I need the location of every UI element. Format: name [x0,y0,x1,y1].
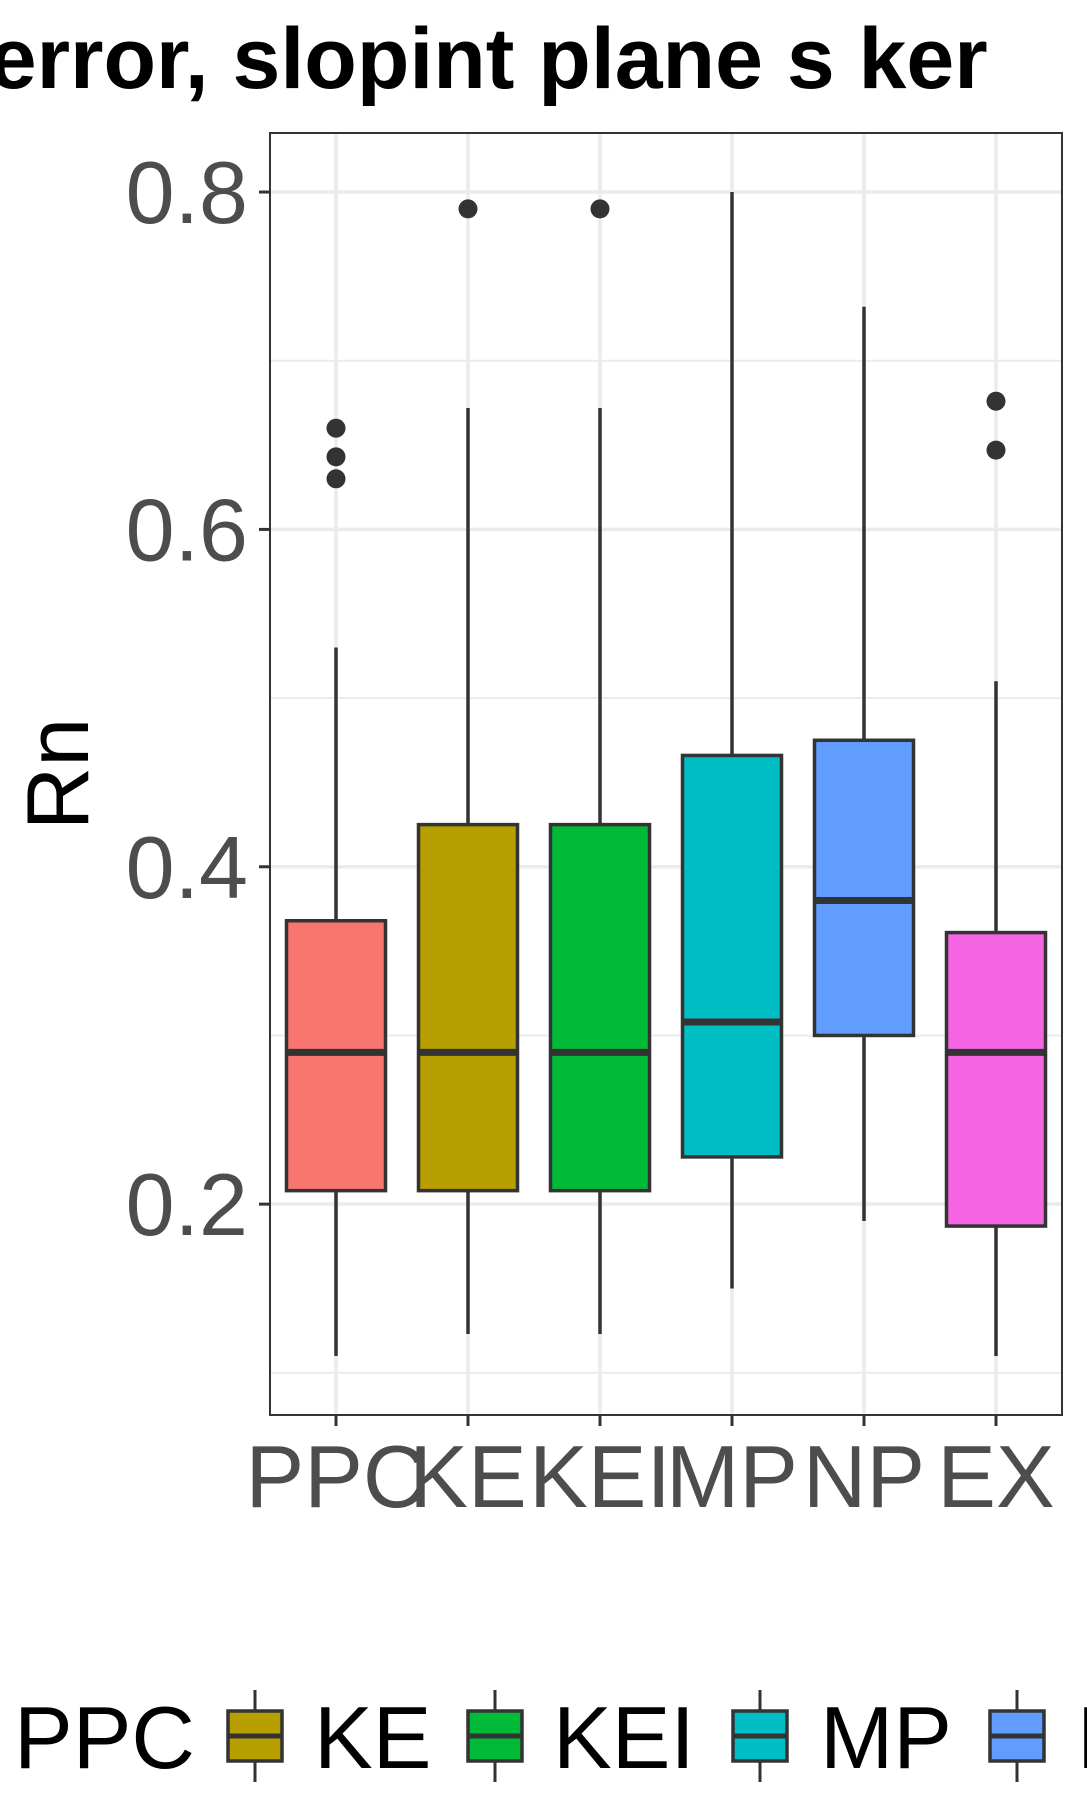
outlier-point [986,440,1006,460]
iqr-box [680,753,784,1159]
legend-label: PPC [14,1688,195,1787]
legend-label: KE [314,1688,431,1787]
y-tick-label: 0.4 [126,818,248,917]
legend-item-np: NP [988,1688,1087,1787]
iqr-box [416,822,520,1193]
box-ppc [284,418,388,1356]
legend-item-mp: MP [731,1688,952,1787]
x-tick-label: EX [937,1427,1054,1526]
legend-key [988,1690,1046,1782]
y-axis: 0.2 0.4 0.6 0.8 [126,143,270,1254]
legend-key [226,1690,284,1782]
legend-label: MP [820,1688,952,1787]
outlier-point [326,447,346,467]
x-tick-label: MP [666,1427,798,1526]
outlier-point [458,199,478,219]
y-tick-label: 0.2 [126,1155,248,1254]
legend-key [466,1690,524,1782]
legend-item-ke: KE [226,1688,431,1787]
legend-label: NP [1077,1688,1087,1787]
y-axis-label: Rn [8,718,107,831]
x-tick-label: PPC [246,1427,427,1526]
outlier-point [986,391,1006,411]
legend-item-ppc: PPC [14,1688,195,1787]
box-mp [680,192,784,1289]
box-series [284,192,1048,1356]
plot-panel-border [269,132,1063,1416]
outlier-point [590,199,610,219]
x-tick-label: NP [803,1427,925,1526]
legend: PPC KE KEI MP NP [14,1688,1087,1787]
box-kei [548,199,652,1335]
outlier-point [326,418,346,438]
legend-label: KEI [553,1688,695,1787]
box-ke [416,199,520,1335]
chart-title: n error, slopint plane s ker [0,11,988,107]
iqr-box [548,822,652,1193]
box-ex [944,391,1048,1356]
iqr-box [812,738,916,1038]
x-tick-label: KEI [529,1427,671,1526]
y-tick-label: 0.8 [126,143,248,242]
iqr-box [944,930,1048,1228]
legend-key [731,1690,789,1782]
legend-item-kei: KEI [466,1688,695,1787]
outlier-point [326,469,346,489]
y-tick-label: 0.6 [126,480,248,579]
x-tick-label: KE [409,1427,526,1526]
box-np [812,306,916,1222]
grid [270,133,1062,1415]
